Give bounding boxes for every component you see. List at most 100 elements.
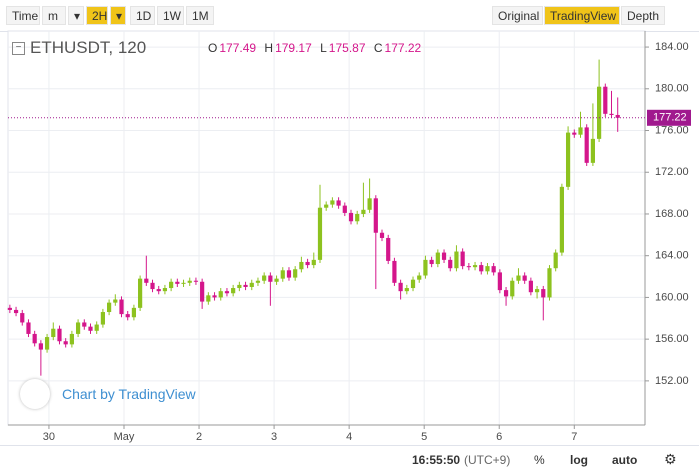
y-tick-label: 172.00 (655, 166, 689, 178)
candle-body (379, 232, 385, 238)
view-button[interactable]: TradingView (544, 6, 620, 25)
watermark-text[interactable]: Chart by TradingView (62, 386, 196, 402)
candle-body (417, 275, 422, 280)
x-tick-label: 30 (43, 431, 55, 443)
log-button[interactable]: log (570, 453, 588, 467)
collapse-icon[interactable]: − (12, 42, 25, 56)
candle-body (169, 281, 174, 289)
candle-body (522, 275, 527, 281)
candle-body (398, 282, 403, 292)
candle-body (268, 275, 273, 282)
candle-body (330, 200, 335, 205)
candle-body (497, 272, 502, 291)
candle-body (280, 270, 285, 279)
candle-body (348, 212, 354, 222)
candle-body (441, 252, 447, 260)
settings-button[interactable]: ⚙ (664, 451, 677, 467)
toolbar-button[interactable]: ▾ (68, 6, 84, 25)
toolbar-button[interactable]: 1D (130, 6, 155, 25)
candle-body (510, 280, 515, 297)
ohlc-legend: O 177.49 H 179.17 L 175.87 C 177.22 (208, 41, 426, 55)
candle-body (32, 333, 37, 344)
close-value: 177.22 (384, 41, 422, 55)
toolbar-button[interactable]: m (42, 6, 66, 25)
candle-body (311, 259, 316, 266)
candle-body (367, 198, 372, 210)
toolbar-button[interactable]: 1M (186, 6, 214, 25)
candle-body (243, 284, 248, 287)
auto-button[interactable]: auto (612, 453, 638, 467)
x-tick-label: 7 (571, 431, 577, 443)
candle-body (454, 251, 459, 269)
candle-body (429, 259, 434, 265)
candle-body (57, 328, 62, 342)
candle-body (609, 113, 614, 115)
candle-body (578, 127, 583, 135)
candle-body (88, 326, 93, 331)
candle-body (460, 251, 465, 267)
candle-body (212, 295, 217, 298)
candle-body (485, 266, 490, 272)
candle-body (299, 261, 304, 270)
toolbar-button[interactable]: ▾ (110, 6, 126, 25)
candle-body (107, 302, 112, 313)
candle-body (305, 261, 310, 266)
candle-body (94, 324, 99, 331)
candle-body (13, 309, 19, 314)
candle-body (51, 328, 56, 338)
candle-body (144, 278, 149, 283)
x-tick-label: 3 (271, 431, 277, 443)
x-tick-label: 4 (346, 431, 352, 443)
candle-body (355, 213, 360, 222)
candle-body (565, 132, 571, 187)
view-button[interactable]: Depth (621, 6, 665, 25)
candle-body (113, 299, 118, 303)
candle-body (603, 86, 608, 114)
candle-body (131, 307, 137, 318)
view-button[interactable]: Original (492, 6, 543, 25)
low-label: L (320, 41, 327, 55)
candle-body (503, 290, 509, 297)
candle-body (392, 260, 397, 283)
candle-body (479, 265, 484, 272)
candle-body (206, 295, 211, 302)
candle-body (150, 282, 155, 290)
y-tick-label: 156.00 (655, 333, 689, 345)
candle-body (534, 289, 540, 293)
footer: 16:55:50 (UTC+9) % log auto ⚙ (0, 445, 699, 474)
candle-body (435, 252, 440, 265)
low-value: 175.87 (328, 41, 366, 55)
candle-body (262, 275, 267, 281)
toolbar-button[interactable]: 1W (157, 6, 184, 25)
x-tick-label: 6 (496, 431, 502, 443)
y-tick-label: 180.00 (655, 83, 689, 95)
x-tick-label: 2 (196, 431, 202, 443)
candle-body (69, 333, 74, 345)
candle-body (404, 288, 409, 292)
percent-button[interactable]: % (534, 453, 545, 467)
candle-body (20, 313, 25, 323)
candle-body (361, 209, 366, 214)
candle-body (218, 291, 223, 298)
candle-body (255, 280, 261, 283)
candle-body (7, 307, 12, 310)
candle-body (491, 266, 496, 273)
candle-body (274, 278, 279, 282)
watermark-logo (20, 379, 50, 409)
candle-body (293, 269, 298, 278)
toolbar-button[interactable]: Time (6, 6, 40, 25)
candle-body (590, 138, 595, 163)
candle-body (224, 291, 230, 294)
toolbar-button[interactable]: 2H (86, 6, 108, 25)
x-tick-label: May (114, 431, 135, 443)
candle-body (386, 237, 391, 261)
y-tick-label: 152.00 (655, 375, 689, 387)
chart-header: − ETHUSDT, 120 (12, 38, 146, 58)
symbol[interactable]: ETHUSDT, 120 (30, 38, 147, 57)
candle-body (528, 280, 533, 293)
candle-body (572, 132, 577, 135)
watermark[interactable]: Chart by TradingView (20, 379, 196, 409)
candle-body (125, 314, 130, 318)
candle-body (547, 268, 552, 298)
